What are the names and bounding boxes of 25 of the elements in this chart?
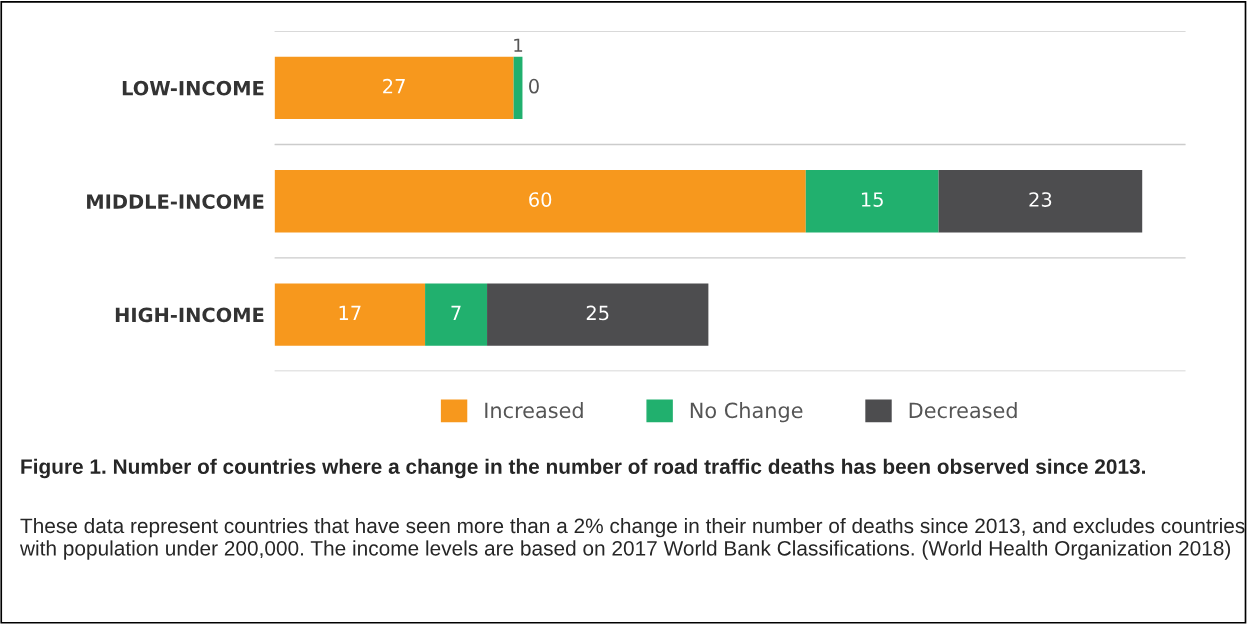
data-label: 15 bbox=[861, 192, 883, 207]
y-tick-label: HIGH-INCOME bbox=[115, 307, 264, 323]
text: These data represent countries that have seen more than a 2% change in their number of deaths since 2013, and excludes countries with population under 200,000. The income levels are based on 2017 World Bank Classifications. (World Health Organization 2018) bbox=[19, 517, 1245, 560]
data-label: 17 bbox=[339, 305, 361, 320]
bar bbox=[274, 283, 426, 346]
bar bbox=[274, 170, 806, 233]
data-label: 23 bbox=[1029, 192, 1052, 207]
data-label: 60 bbox=[529, 192, 552, 207]
bar bbox=[425, 283, 488, 346]
data-label: 1 bbox=[514, 38, 523, 52]
bar bbox=[938, 170, 1143, 233]
bar bbox=[274, 56, 514, 120]
data-label: 0 bbox=[529, 78, 539, 94]
text: Figure 1. Number of countries where a change in the number of road traffic deaths has been observed since 2013. bbox=[21, 458, 1145, 479]
bar bbox=[513, 56, 523, 120]
legend-label: No Change bbox=[690, 402, 803, 423]
data-label: 27 bbox=[383, 78, 405, 94]
bar bbox=[487, 283, 709, 346]
y-tick-label: LOW-INCOME bbox=[122, 80, 264, 96]
data-label: 25 bbox=[586, 305, 609, 321]
legend-label: Increased bbox=[485, 402, 583, 419]
y-tick-label: MIDDLE-INCOME bbox=[87, 194, 264, 209]
bar bbox=[805, 170, 939, 233]
data-label: 7 bbox=[451, 305, 461, 320]
legend-label: Decreased bbox=[909, 402, 1017, 419]
